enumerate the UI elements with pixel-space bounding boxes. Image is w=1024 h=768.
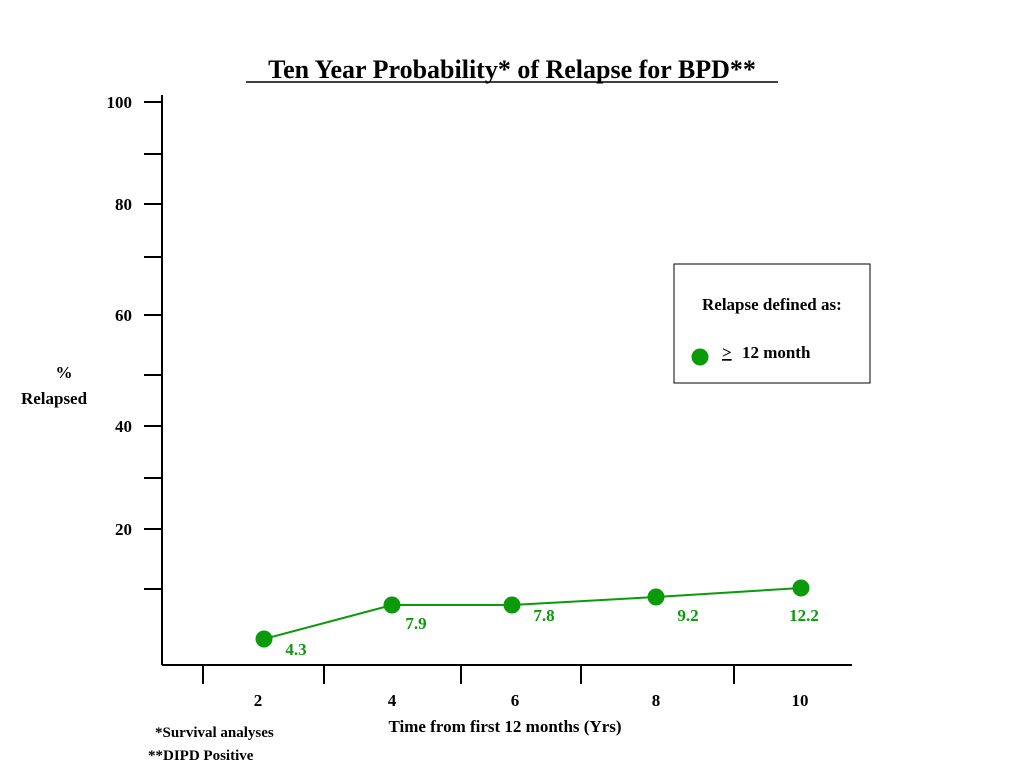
x-tick-label: 6 (511, 691, 520, 710)
y-axis-label-percent: % (56, 363, 73, 382)
y-axis-label-relapsed: Relapsed (21, 389, 88, 408)
y-tick-label: 80 (115, 195, 132, 214)
data-label: 7.9 (405, 614, 426, 633)
footnote-dipd: **DIPD Positive (148, 748, 254, 764)
data-point (255, 630, 273, 648)
y-tick-label: 40 (115, 417, 132, 436)
x-tick-label: 2 (254, 691, 263, 710)
x-tick-label: 8 (652, 691, 661, 710)
x-tick-label: 10 (792, 691, 809, 710)
x-tick-label: 4 (388, 691, 397, 710)
legend-title: Relapse defined as: (702, 295, 842, 314)
legend-item-label: > 12 month (722, 343, 811, 362)
legend-box (673, 263, 871, 384)
y-tick-label: 100 (107, 93, 133, 112)
x-axis-label: Time from first 12 months (Yrs) (388, 717, 621, 736)
legend-marker (691, 348, 709, 366)
data-label: 12.2 (789, 606, 819, 625)
data-point (383, 596, 401, 614)
y-tick-label: 60 (115, 306, 132, 325)
footnote-survival: *Survival analyses (155, 725, 274, 741)
data-point (647, 588, 665, 606)
data-point (503, 596, 521, 614)
legend-ge-symbol: > (722, 343, 732, 362)
x-ticks: 2 4 6 8 10 (202, 665, 809, 710)
data-label: 7.8 (533, 606, 554, 625)
y-ticks: 100 80 60 40 20 (107, 93, 162, 590)
data-point (792, 579, 810, 597)
legend-item-text: 12 month (742, 343, 811, 362)
chart-title: Ten Year Probability* of Relapse for BPD… (268, 55, 756, 84)
axes (161, 95, 852, 666)
data-label: 9.2 (677, 606, 698, 625)
legend: Relapse defined as: > 12 month (673, 263, 871, 384)
series-group: 4.3 7.9 7.8 9.2 12.2 (255, 579, 819, 659)
data-label: 4.3 (285, 640, 306, 659)
y-tick-label: 20 (115, 520, 132, 539)
